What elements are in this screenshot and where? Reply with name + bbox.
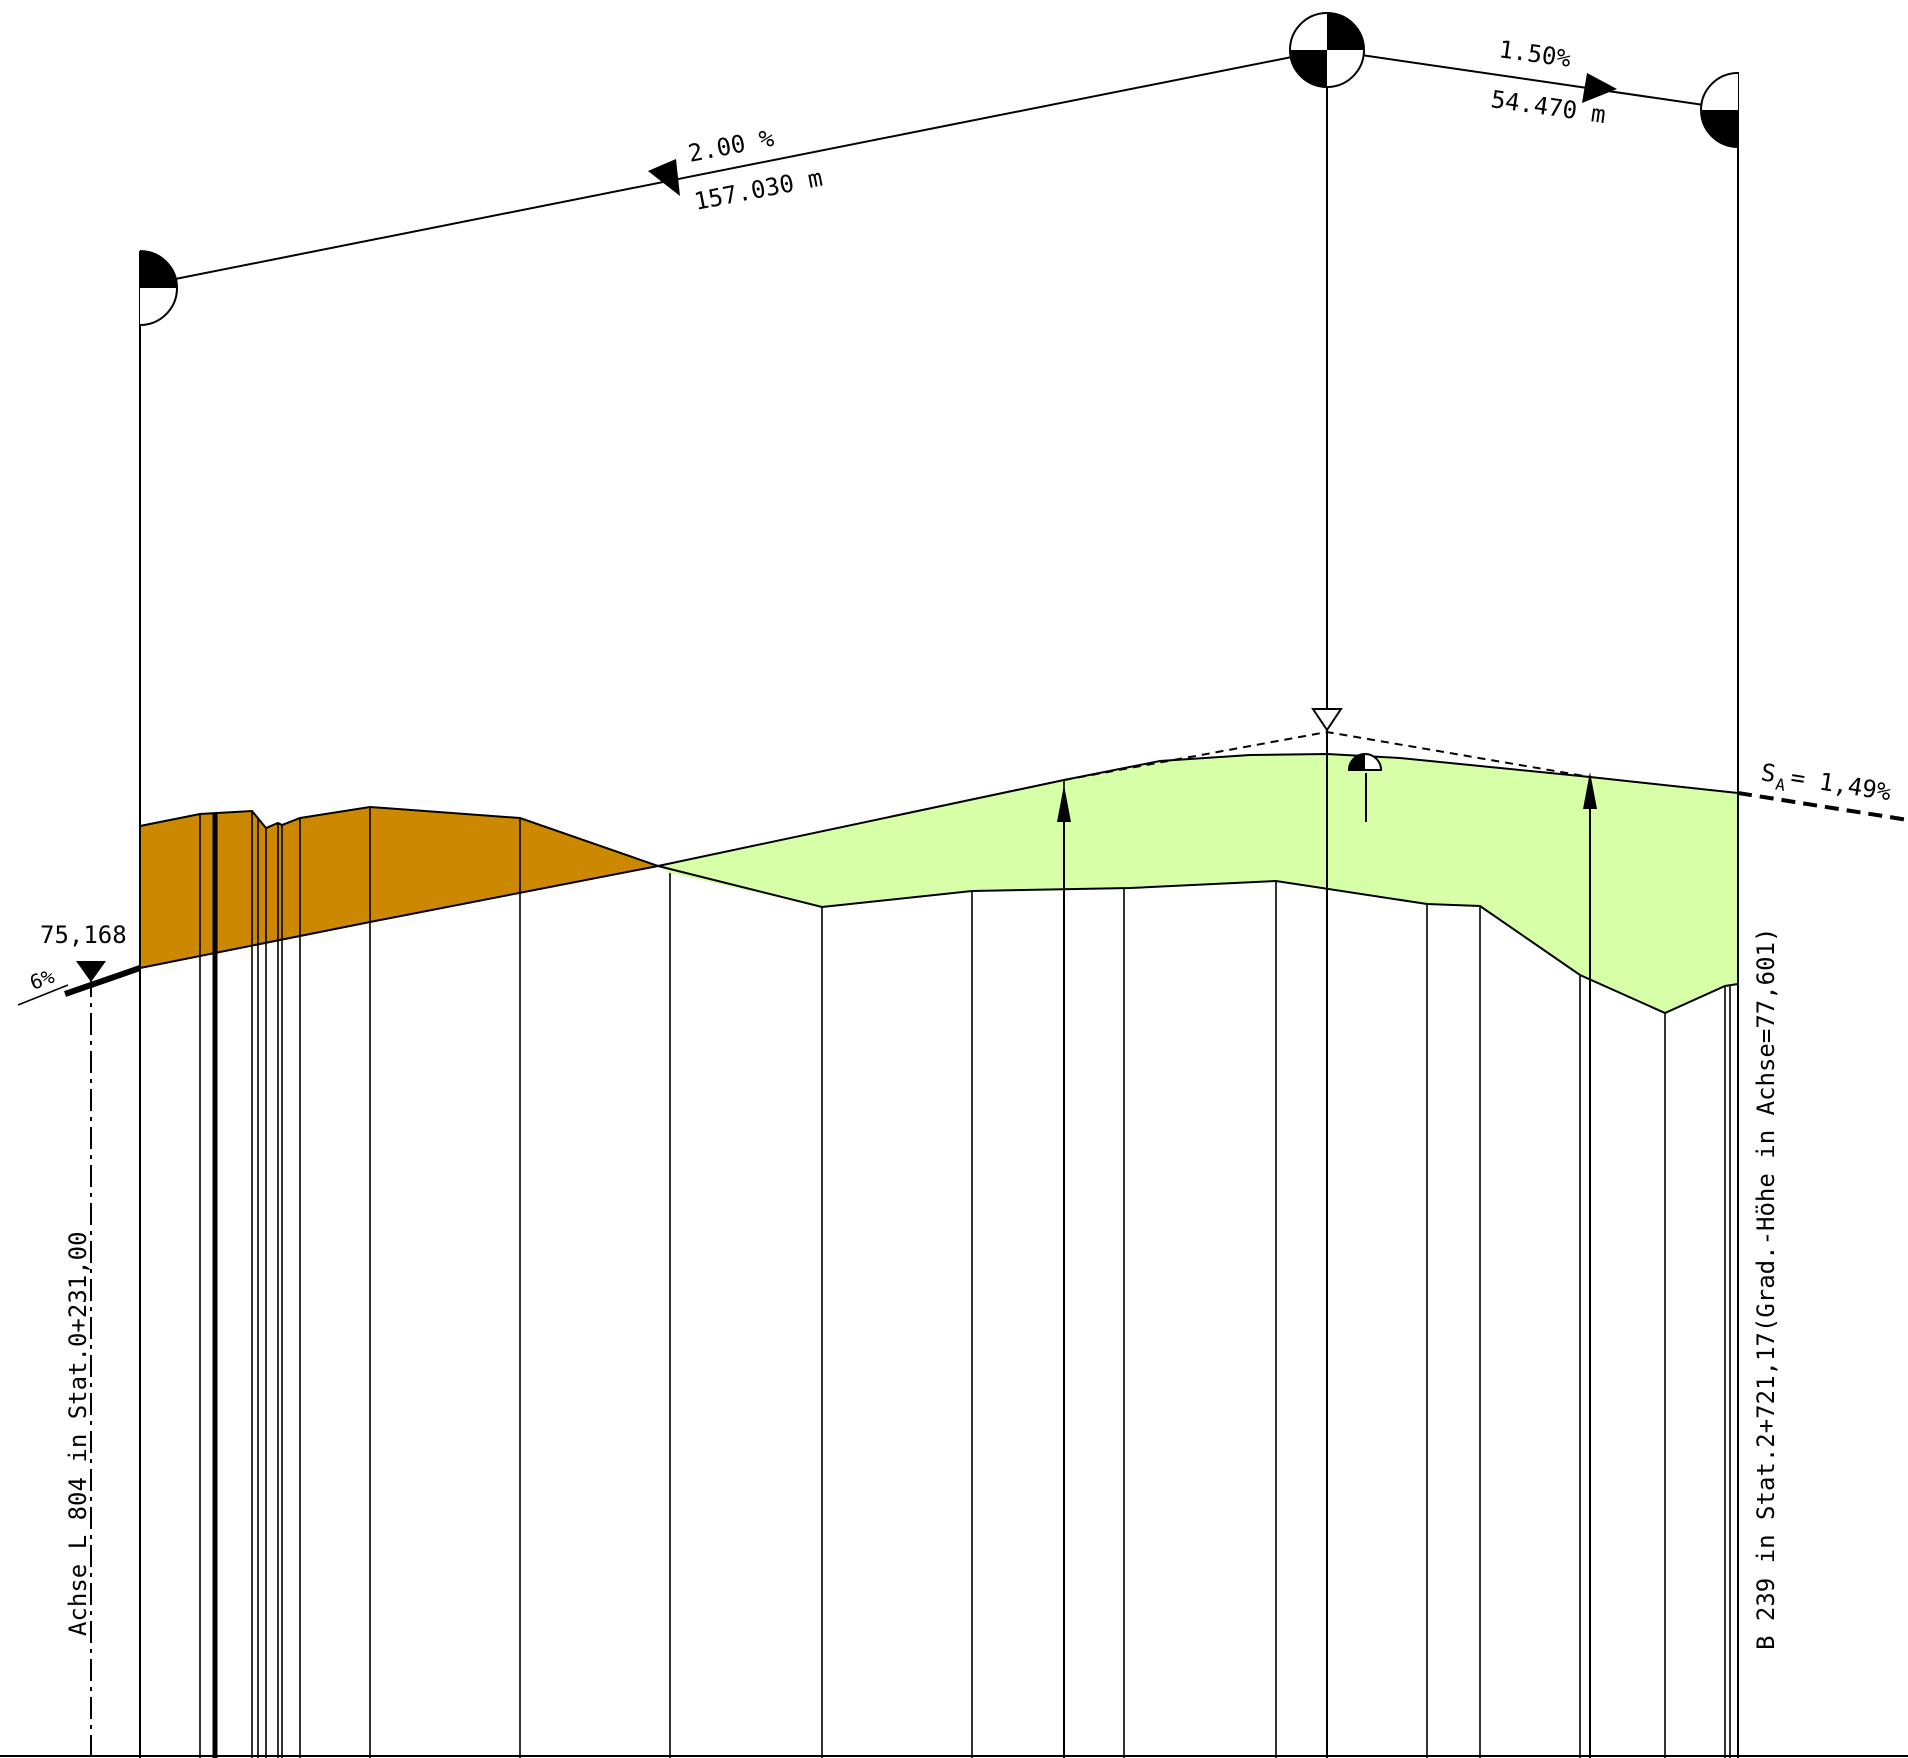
left-elevation-triangle [76, 961, 106, 982]
svg-text:A: A [1774, 775, 1787, 795]
right-grade-label: 1.50% [1497, 35, 1573, 73]
svg-text:S: S [1759, 758, 1778, 788]
pvi-station-symbol [1289, 12, 1365, 88]
grade-line-left [139, 49, 1328, 287]
cross-slope-label: S A = 1,49% [1759, 758, 1894, 807]
high-point-marker [1347, 753, 1383, 771]
left-grade-percent-label: 6% [27, 964, 58, 995]
grade-direction-arrow-left [648, 159, 680, 196]
left-axis-label: Achse L 804 in Stat.0+231,00 [64, 1231, 92, 1636]
svg-text:= 1,49%: = 1,49% [1789, 763, 1894, 807]
grade-direction-arrow-right [1582, 73, 1617, 103]
embankment-area [658, 754, 1738, 1013]
cut-top-outline [139, 805, 659, 867]
cut-area [140, 807, 658, 968]
left-grade-leader [17, 984, 69, 1006]
start-station-symbol [139, 250, 178, 326]
left-approach-grade [64, 965, 141, 997]
cross-slope-extension [1737, 791, 1908, 822]
left-elevation-label: 75,168 [40, 921, 127, 949]
vertical-curve-tangents [1063, 730, 1591, 781]
pvi-triangle-marker [1311, 708, 1343, 732]
tangent-arrows [1057, 772, 1597, 1758]
right-axis-label: B 239 in Stat.2+721,17(Grad.-Höhe in Ach… [1752, 928, 1780, 1650]
station-lines [199, 777, 1731, 1758]
end-station-symbol [1700, 72, 1739, 148]
grade-line-right [1326, 49, 1739, 111]
